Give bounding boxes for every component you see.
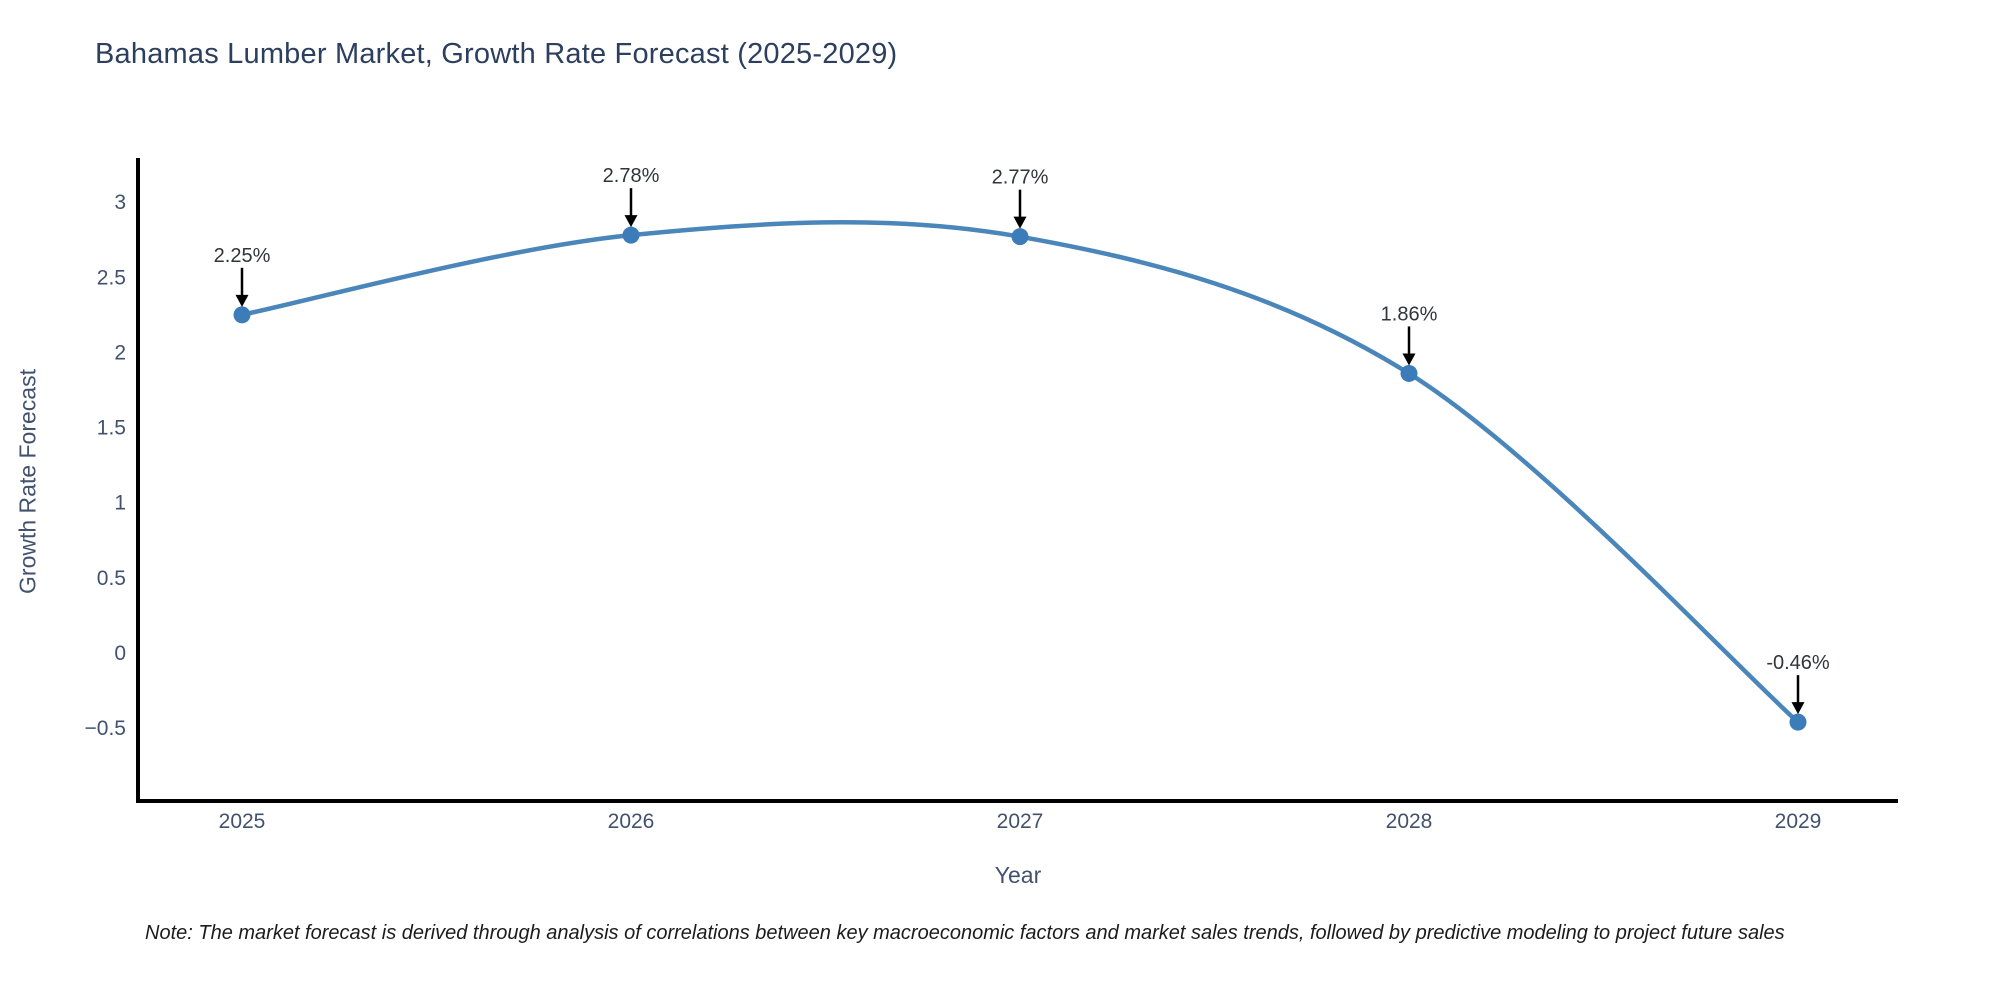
data-point-marker[interactable] (1789, 713, 1807, 731)
annotation-arrowhead (1013, 216, 1027, 229)
annotation-arrowhead (1402, 353, 1416, 366)
footnote: Note: The market forecast is derived thr… (145, 922, 1785, 944)
x-axis-line (136, 799, 1898, 803)
y-axis-title: Growth Rate Forecast (14, 369, 41, 594)
data-point-label: -0.46% (1766, 652, 1830, 674)
x-axis-title: Year (994, 862, 1042, 888)
x-tick-label: 2027 (997, 810, 1044, 833)
x-tick-label: 2029 (1775, 810, 1822, 833)
data-point-marker[interactable] (622, 226, 640, 244)
data-point-label: 2.25% (214, 245, 271, 267)
x-tick-label: 2026 (608, 810, 655, 833)
y-tick-label: 2.5 (97, 266, 126, 289)
y-tick-label: 0.5 (97, 567, 126, 590)
data-point-label: 2.78% (603, 165, 660, 187)
x-tick-label: 2025 (219, 810, 266, 833)
data-point-label: 2.77% (992, 167, 1049, 189)
data-point-marker[interactable] (233, 306, 251, 324)
forecast-line (239, 219, 1801, 725)
y-tick-label: 1.5 (97, 417, 126, 440)
annotation-arrowhead (235, 294, 249, 307)
y-tick-label: 0 (114, 642, 126, 665)
y-tick-label: −0.5 (85, 717, 126, 740)
footnote-container: Note: The market forecast is derived thr… (0, 916, 2000, 962)
x-tick-label: 2028 (1386, 810, 1433, 833)
annotation-arrowhead (624, 215, 638, 228)
data-point-marker[interactable] (1400, 364, 1418, 382)
annotation-arrowhead (1791, 702, 1805, 715)
data-point-marker[interactable] (1011, 228, 1029, 246)
data-point-label: 1.86% (1381, 303, 1438, 325)
chart-title: Bahamas Lumber Market, Growth Rate Forec… (95, 38, 898, 70)
y-tick-label: 2 (114, 341, 126, 364)
y-tick-label: 1 (114, 492, 126, 515)
y-axis-line (136, 158, 140, 803)
y-tick-label: 3 (114, 191, 126, 214)
